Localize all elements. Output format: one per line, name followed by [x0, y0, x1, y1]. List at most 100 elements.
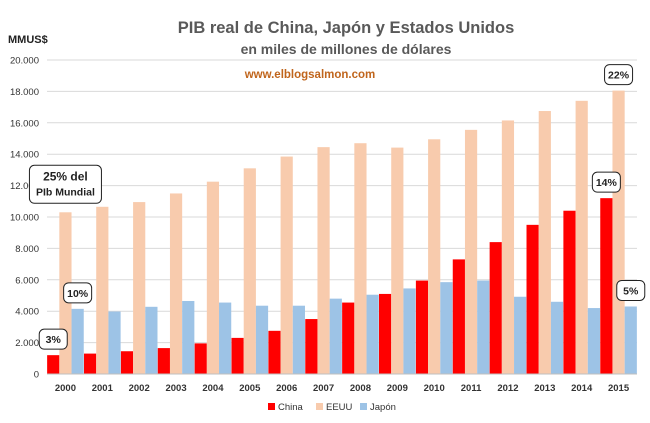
chart-title: PIB real de China, Japón y Estados Unido… — [178, 19, 515, 37]
y-axis-label: MMUS$ — [8, 34, 48, 46]
y-tick-label: 16.000 — [10, 118, 39, 129]
bar-japn-2005 — [255, 305, 269, 374]
y-tick-label: 12.000 — [10, 181, 39, 192]
legend-label: Japón — [370, 402, 396, 413]
x-tick-label: 2011 — [461, 383, 482, 394]
bar-china-2009 — [379, 293, 392, 374]
bar-japn-2011 — [477, 280, 490, 374]
legend-swatch — [268, 403, 275, 410]
legend-swatch — [360, 403, 367, 410]
legend-swatch — [316, 403, 323, 410]
bar-eeuu-2005 — [243, 168, 256, 374]
bar-eeuu-2003 — [169, 193, 183, 374]
x-tick-label: 2010 — [424, 383, 445, 394]
annotation-text: 22% — [608, 70, 630, 82]
annotation-callout: 3% — [38, 328, 68, 350]
bar-china-2002 — [120, 351, 134, 374]
annotation-box — [28, 164, 102, 204]
bar-eeuu-2004 — [206, 181, 220, 374]
bar-china-2004 — [194, 343, 207, 374]
bar-eeuu-2006 — [280, 156, 293, 374]
y-tick-label: 2.000 — [15, 338, 39, 349]
bar-japn-2000 — [71, 308, 84, 374]
annotation-text: PIb Mundial — [36, 186, 95, 198]
bar-china-2015 — [600, 198, 613, 374]
x-tick-label: 2009 — [387, 383, 408, 394]
bar-japn-2006 — [292, 305, 305, 374]
bar-japn-2001 — [108, 311, 121, 374]
bar-eeuu-2010 — [428, 139, 441, 374]
annotation-layer: 25% del PIb Mundial 10% 3% 14% 22% 5% — [28, 64, 646, 350]
bar-china-2006 — [268, 330, 281, 374]
y-tick-label: 4.000 — [15, 307, 39, 318]
bar-china-2013 — [526, 224, 539, 374]
annotation-callout: 25% del PIb Mundial — [28, 164, 102, 204]
source-url: www.elblogsalmon.com — [244, 69, 376, 81]
bar-japn-2012 — [514, 296, 527, 374]
bar-eeuu-2007 — [317, 147, 330, 374]
y-tick-label: 18.000 — [10, 87, 39, 98]
y-tick-label: 10.000 — [10, 213, 39, 224]
bar-japn-2010 — [440, 282, 453, 374]
y-tick-label: 6.000 — [15, 275, 39, 286]
annotation-text: 14% — [596, 177, 618, 189]
bar-china-2007 — [305, 319, 318, 374]
bar-china-2014 — [563, 210, 576, 374]
x-tick-label: 2004 — [202, 383, 224, 394]
y-tick-label: 20.000 — [10, 56, 39, 67]
annotation-callout: 14% — [591, 171, 621, 193]
annotation-callout: 22% — [604, 64, 634, 86]
annotation-text: 25% del — [43, 169, 88, 183]
bar-japn-2002 — [145, 306, 158, 374]
bar-japn-2004 — [219, 302, 232, 374]
annotation-box — [604, 64, 634, 86]
x-tick-label: 2012 — [497, 383, 518, 394]
annotation-box — [591, 171, 621, 193]
bar-china-2003 — [157, 348, 170, 374]
y-tick-label: 0 — [34, 370, 39, 381]
annotation-box — [63, 282, 93, 304]
y-tick-label: 14.000 — [10, 150, 39, 161]
x-tick-label: 2008 — [350, 383, 371, 394]
bar-eeuu-2012 — [501, 120, 515, 374]
bar-china-2000 — [47, 355, 60, 374]
legend-label: EEUU — [326, 402, 353, 413]
annotation-callout: 5% — [616, 279, 646, 301]
x-tick-label: 2006 — [276, 383, 297, 394]
bar-eeuu-2014 — [575, 100, 588, 374]
x-tick-label: 2000 — [55, 383, 76, 394]
bar-eeuu-2002 — [133, 202, 146, 374]
bar-eeuu-2001 — [96, 206, 109, 374]
bar-japn-2008 — [366, 294, 379, 374]
bar-eeuu-2008 — [354, 143, 367, 374]
annotation-text: 5% — [623, 285, 639, 297]
bar-china-2012 — [489, 242, 502, 374]
bar-china-2008 — [342, 302, 355, 374]
x-tick-label: 2005 — [239, 383, 261, 394]
bars-layer — [47, 90, 637, 375]
x-tick-label: 2013 — [534, 383, 555, 394]
axis-layer: 0 2.000 4.000 6.000 8.000 10.000 12.000 14.000 1… — [10, 56, 637, 394]
legend-label: China — [278, 402, 304, 413]
annotation-text: 3% — [46, 334, 62, 346]
bar-eeuu-2011 — [464, 129, 478, 374]
chart-subtitle: en miles de millones de dólares — [241, 41, 452, 57]
bar-china-2011 — [452, 259, 465, 374]
bar-eeuu-2013 — [538, 111, 551, 375]
x-tick-label: 2001 — [92, 383, 114, 394]
bar-japn-2014 — [587, 308, 600, 374]
legend: China EEUU Japón — [268, 402, 396, 413]
annotation-callout: 10% — [63, 282, 93, 304]
bar-japn-2009 — [403, 288, 416, 374]
x-tick-label: 2015 — [608, 383, 630, 394]
y-tick-label: 8.000 — [15, 244, 39, 255]
bar-china-2001 — [84, 353, 97, 374]
x-tick-label: 2002 — [129, 383, 150, 394]
annotation-box — [38, 328, 68, 350]
bar-japn-2007 — [329, 298, 342, 374]
bar-eeuu-2009 — [391, 147, 404, 374]
bar-japn-2013 — [550, 301, 564, 374]
bar-japn-2003 — [182, 300, 195, 374]
